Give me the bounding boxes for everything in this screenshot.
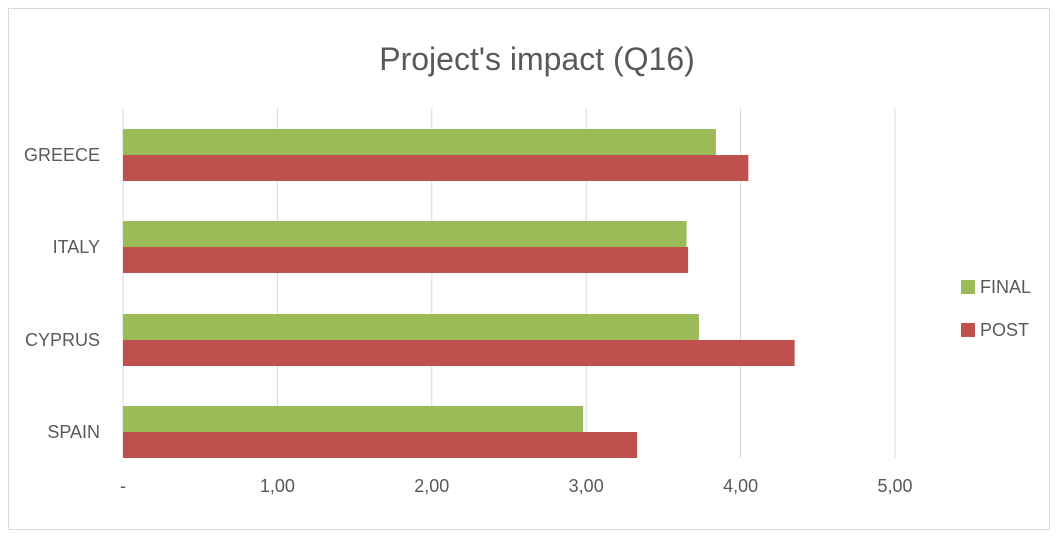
chart-title: Project's impact (Q16): [379, 41, 695, 77]
bar-post-cyprus: [123, 340, 795, 366]
legend: FINAL POST: [961, 277, 1031, 340]
x-tick-label: -: [120, 476, 126, 496]
category-label: SPAIN: [47, 422, 100, 442]
x-tick-label: 5,00: [877, 476, 912, 496]
bar-final-greece: [123, 129, 716, 155]
category-label: ITALY: [53, 237, 100, 257]
category-label: CYPRUS: [25, 330, 100, 350]
bar-final-cyprus: [123, 314, 699, 340]
x-tick-label: 1,00: [260, 476, 295, 496]
legend-label-post: POST: [980, 320, 1029, 340]
legend-swatch-post: [961, 323, 975, 337]
legend-label-final: FINAL: [980, 277, 1031, 297]
legend-swatch-final: [961, 280, 975, 294]
bar-post-italy: [123, 247, 689, 273]
x-tick-label: 3,00: [569, 476, 604, 496]
category-label: GREECE: [24, 145, 100, 165]
bar-final-italy: [123, 221, 687, 247]
x-tick-labels: - 1,00 2,00 3,00 4,00 5,00: [120, 476, 913, 496]
bars: [123, 129, 795, 458]
bar-post-spain: [123, 432, 638, 458]
category-labels: GREECE ITALY CYPRUS SPAIN: [24, 145, 100, 442]
x-tick-label: 2,00: [414, 476, 449, 496]
x-tick-label: 4,00: [723, 476, 758, 496]
bar-post-greece: [123, 155, 749, 181]
bar-final-spain: [123, 406, 584, 432]
